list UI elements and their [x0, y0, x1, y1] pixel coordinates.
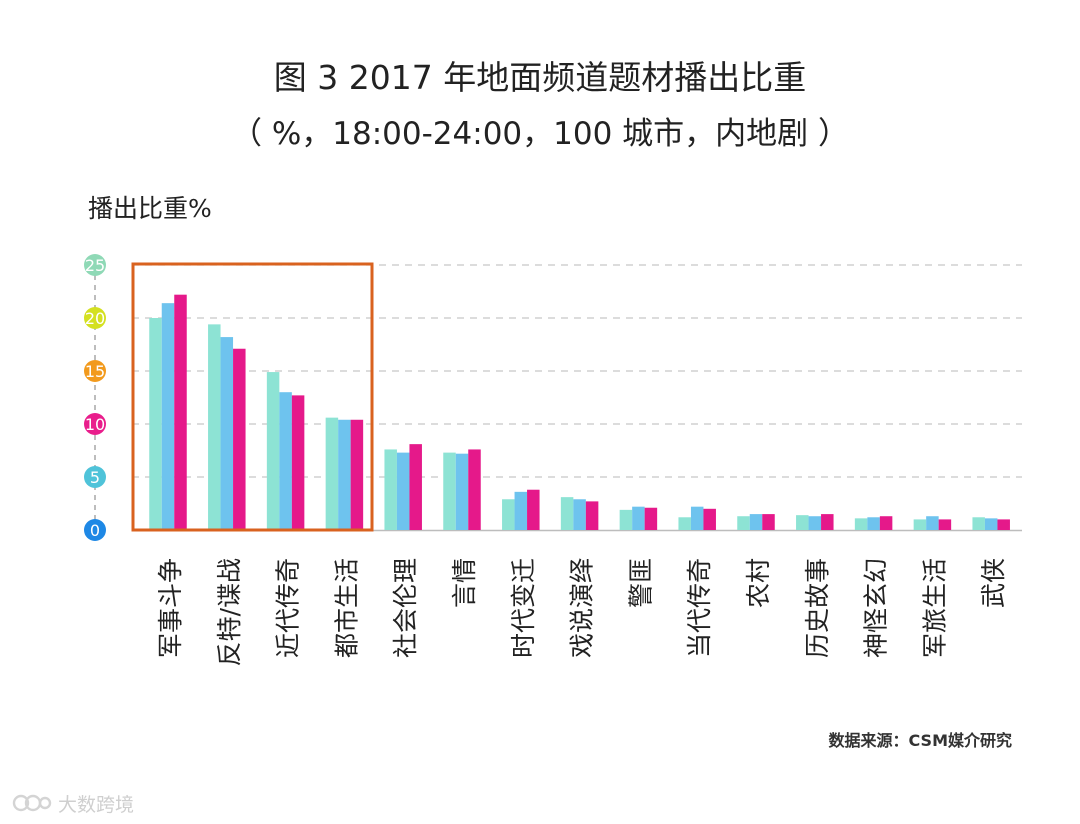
x-tick-label: 都市生活 [332, 558, 361, 658]
x-tick-label: 警匪 [626, 558, 655, 608]
bar-8-series-3 [585, 501, 599, 530]
highlight-box [131, 262, 374, 532]
bar-9-series-1 [619, 509, 633, 530]
bar-5-series-1 [384, 449, 397, 530]
bar-9-series-2 [632, 506, 645, 530]
y-tick-label: 10 [85, 415, 105, 434]
y-tick-label: 25 [85, 256, 105, 275]
bar-7-series-3 [527, 489, 540, 530]
y-tick-marker [84, 466, 106, 488]
x-tick-label: 社会伦理 [391, 558, 420, 658]
bar-5-series-2 [396, 452, 410, 530]
bar-14-series-2 [926, 516, 939, 530]
bar-6-series-3 [468, 449, 481, 530]
bar-14-series-3 [938, 519, 952, 530]
x-tick-label: 历史故事 [803, 558, 832, 658]
bar-11-series-2 [749, 514, 763, 530]
bar-5-series-3 [409, 444, 422, 530]
x-tick-label: 农村 [744, 558, 773, 608]
y-tick-marker [84, 360, 106, 382]
data-source-note: 数据来源：CSM媒介研究 [828, 731, 1013, 750]
bar-15-series-1 [972, 517, 985, 530]
y-tick-label: 0 [90, 521, 100, 540]
bar-15-series-3 [997, 519, 1010, 530]
bar-12-series-2 [808, 516, 822, 530]
bar-2-series-1 [208, 324, 221, 530]
y-tick-label: 20 [85, 309, 105, 328]
bar-1-series-1 [149, 318, 162, 530]
bar-13-series-3 [879, 516, 893, 530]
bar-2-series-2 [220, 337, 234, 530]
bar-11-series-1 [737, 516, 750, 530]
bar-12-series-1 [796, 515, 809, 530]
bar-3-series-1 [266, 372, 280, 530]
bar-13-series-2 [867, 517, 880, 530]
watermark-logo-icon [12, 794, 52, 812]
y-tick-label: 5 [90, 468, 100, 487]
bar-13-series-1 [854, 518, 868, 530]
bar-3-series-2 [279, 392, 292, 530]
x-tick-label: 当代传奇 [685, 558, 714, 658]
y-tick-marker [84, 413, 106, 435]
bar-2-series-3 [233, 348, 246, 530]
bar-4-series-3 [350, 419, 364, 530]
watermark-text: 大数跨境 [58, 793, 135, 816]
bar-6-series-2 [455, 453, 469, 530]
y-tick-marker [84, 519, 106, 541]
bar-12-series-3 [821, 514, 834, 530]
y-tick-marker [84, 254, 106, 276]
x-tick-label: 军旅生活 [920, 558, 949, 658]
x-tick-label: 戏说演绎 [568, 558, 597, 658]
x-tick-label: 反特/谍战 [215, 558, 244, 666]
x-tick-label: 军事斗争 [156, 558, 185, 658]
y-tick-marker [84, 307, 106, 329]
y-tick-label: 15 [85, 362, 105, 381]
bar-7-series-2 [514, 491, 528, 530]
bar-11-series-3 [762, 514, 775, 530]
bar-4-series-2 [338, 419, 351, 530]
bar-4-series-1 [325, 417, 339, 530]
x-tick-label: 武侠 [979, 558, 1008, 608]
bar-1-series-2 [161, 303, 175, 530]
watermark: 大数跨境 [12, 788, 134, 818]
bar-6-series-1 [443, 452, 456, 530]
bar-8-series-1 [560, 497, 574, 530]
bar-8-series-2 [573, 499, 586, 530]
bar-10-series-1 [678, 517, 691, 530]
x-tick-label: 近代传奇 [274, 558, 303, 658]
x-tick-label: 神怪玄幻 [862, 558, 891, 658]
bar-7-series-1 [502, 499, 515, 530]
chart-subtitle: （ %，18:00-24:00，100 城市，内地剧 ） [230, 116, 850, 152]
y-axis-label: 播出比重% [88, 194, 212, 223]
bar-15-series-2 [984, 518, 998, 530]
bar-1-series-3 [174, 294, 187, 530]
bar-10-series-3 [703, 508, 716, 530]
bar-14-series-1 [913, 519, 927, 530]
x-tick-label: 时代变迁 [509, 558, 538, 658]
bar-9-series-3 [644, 507, 658, 530]
x-tick-label: 言情 [450, 558, 479, 608]
bar-3-series-3 [291, 395, 305, 530]
bar-10-series-2 [690, 506, 704, 530]
chart-title: 图 3 2017 年地面频道题材播出比重 [273, 58, 807, 97]
